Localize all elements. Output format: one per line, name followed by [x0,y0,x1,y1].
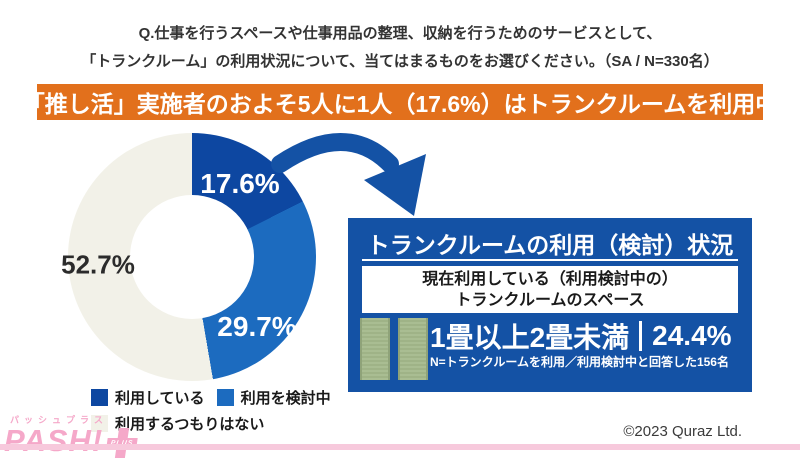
bottom-accent-strip [0,444,800,450]
logo-katakana-text: パッシュプラス [10,415,108,425]
survey-question: Q.仕事を行うスペースや仕事用品の整理、収納を行うためのサービスとして、 「トラ… [0,20,800,76]
legend-swatch-no-plan [91,415,108,432]
legend-item-using: 利用している [91,387,205,408]
tatami-mat-icon [398,318,428,380]
panel-subtitle-box: 現在利用している（利用検討中の） トランクルームのスペース [362,266,738,313]
legend-swatch-considering [216,389,234,406]
survey-question-line2: 「トランクルーム」の利用状況について、当てはまるものをお選びください。（SA /… [81,53,719,70]
legend-label-considering: 利用を検討中 [240,390,331,407]
tatami-mat-icon [360,318,390,380]
legend-row-2: 利用するつもりはない [91,413,331,434]
legend-label-using: 利用している [115,390,205,407]
trunk-room-panel: トランクルームの利用（検討）状況 現在利用している（利用検討中の） トランクルー… [348,218,752,392]
legend-item-no-plan: 利用するつもりはない [91,413,264,434]
panel-sample-note: N=トランクルームを利用／利用検討中と回答した156名 [430,355,729,369]
legend-item-considering: 利用を検討中 [216,387,331,408]
panel-title-underline [362,259,738,261]
panel-subtitle-line1: 現在利用している（利用検討中の） [422,270,678,288]
stat-value: 24.4% [652,320,732,351]
stat-label: 1畳以上2畳未満 [430,322,630,353]
headline-banner: 「推し活」実施者のおよそ5人に1人（17.6%）はトランクルームを利用中 [22,84,778,120]
donut-hole [130,195,254,319]
slice-label-considering: 29.7% [217,311,297,342]
panel-stat-line: 1畳以上2畳未満 24.4% [430,316,742,356]
headline-text: 「推し活」実施者のおよそ5人に1人（17.6%）はトランクルームを利用中 [21,91,779,117]
panel-subtitle-line2: トランクルームのスペース [455,291,645,309]
legend-swatch-using [91,389,108,406]
slice-label-no-plan: 52.7% [61,249,135,280]
pash-plus-logo: パッシュプラス PASH! PLUS [4,413,138,458]
legend-label-no-plan: 利用するつもりはない [115,416,265,433]
logo-plus-icon: PLUS [106,428,138,458]
logo-row: PASH! PLUS [4,423,138,458]
stat-divider [639,321,643,351]
donut-chart: 17.6% 29.7% 52.7% [61,133,316,381]
survey-question-line1: Q.仕事を行うスペースや仕事用品の整理、収納を行うためのサービスとして、 [138,25,662,42]
legend-row-1: 利用している 利用を検討中 [91,387,331,408]
logo-wordmark: PASH! [4,423,104,458]
copyright-text: ©2023 Quraz Ltd. [623,423,742,440]
panel-title: トランクルームの利用（検討）状況 [366,232,734,258]
slice-label-using: 17.6% [200,168,280,199]
chart-legend: 利用している 利用を検討中 利用するつもりはない [91,387,331,434]
curved-arrow-icon [271,133,426,216]
